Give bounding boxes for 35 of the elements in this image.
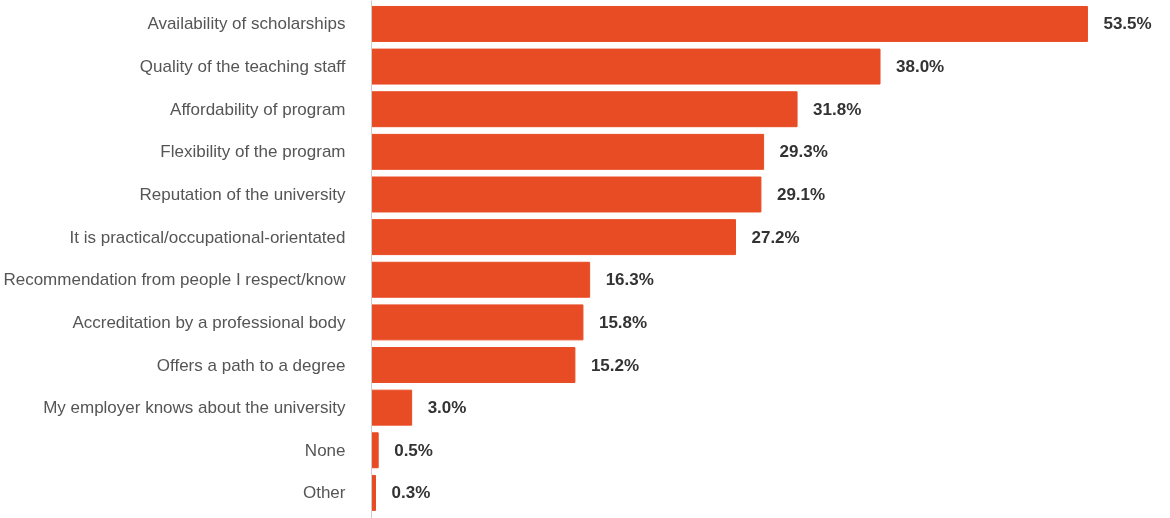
data-label: 0.3% — [391, 483, 431, 503]
bar — [371, 304, 584, 341]
data-label: 31.8% — [813, 99, 862, 119]
data-label: 3.0% — [427, 398, 467, 418]
bar — [371, 91, 798, 128]
bar — [371, 176, 762, 213]
bar — [371, 347, 576, 383]
data-label: 53.5% — [1103, 14, 1152, 34]
bar — [371, 5, 1088, 42]
y-tick-label: My employer knows about the university — [43, 398, 346, 418]
y-tick-label: Affordability of program — [170, 99, 346, 119]
bar — [371, 432, 379, 469]
y-tick-label: Reputation of the university — [139, 184, 346, 204]
data-label: 0.5% — [394, 440, 433, 460]
y-tick-label: Quality of the teaching staff — [139, 57, 346, 77]
y-tick-label: Recommendation from people I respect/know — [3, 270, 347, 290]
bar — [371, 261, 591, 298]
bar — [371, 48, 881, 85]
y-tick-label: It is practical/occupational-orientated — [69, 227, 346, 247]
y-tick-label: None — [304, 440, 346, 460]
data-label: 15.2% — [590, 355, 640, 375]
y-tick-label: Availability of scholarships — [147, 14, 346, 34]
bar — [371, 219, 736, 256]
data-label: 29.1% — [776, 184, 826, 204]
y-tick-label: Accreditation by a professional body — [72, 312, 346, 332]
data-label: 27.2% — [751, 227, 800, 247]
data-label: 29.3% — [779, 142, 828, 162]
y-tick-label: Flexibility of the program — [160, 142, 346, 162]
data-label: 16.3% — [605, 270, 654, 290]
bar — [371, 389, 413, 426]
data-label: 15.8% — [598, 312, 648, 332]
data-label: 38.0% — [896, 57, 945, 77]
y-tick-label: Offers a path to a degree — [156, 355, 346, 375]
bar — [371, 133, 765, 170]
y-tick-label: Other — [302, 483, 346, 503]
